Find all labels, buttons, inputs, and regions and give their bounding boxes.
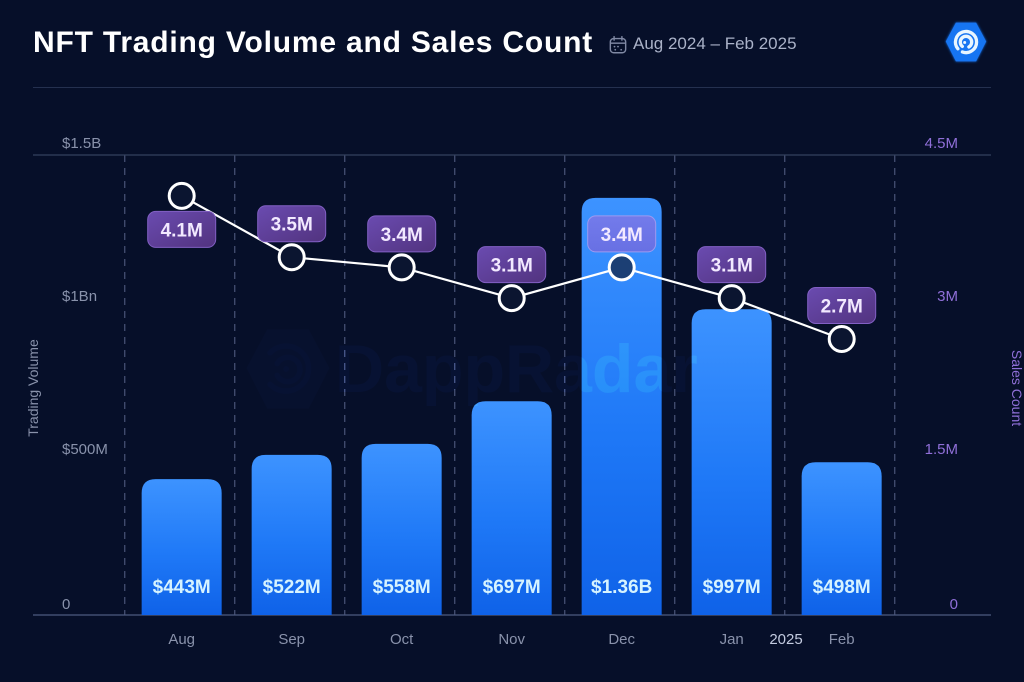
svg-text:$443M: $443M <box>153 577 211 598</box>
svg-text:3.4M: 3.4M <box>601 225 643 246</box>
svg-text:3.5M: 3.5M <box>271 215 313 236</box>
svg-text:4.1M: 4.1M <box>161 220 203 241</box>
svg-text:$1.36B: $1.36B <box>591 577 652 598</box>
svg-text:$522M: $522M <box>263 577 321 598</box>
svg-text:$697M: $697M <box>483 577 541 598</box>
svg-text:$498M: $498M <box>813 577 871 598</box>
svg-text:$558M: $558M <box>373 577 431 598</box>
svg-text:3.1M: 3.1M <box>711 256 753 277</box>
svg-text:$997M: $997M <box>703 577 761 598</box>
svg-text:2.7M: 2.7M <box>821 297 863 318</box>
svg-text:3.4M: 3.4M <box>381 225 423 246</box>
svg-text:3.1M: 3.1M <box>491 256 533 277</box>
